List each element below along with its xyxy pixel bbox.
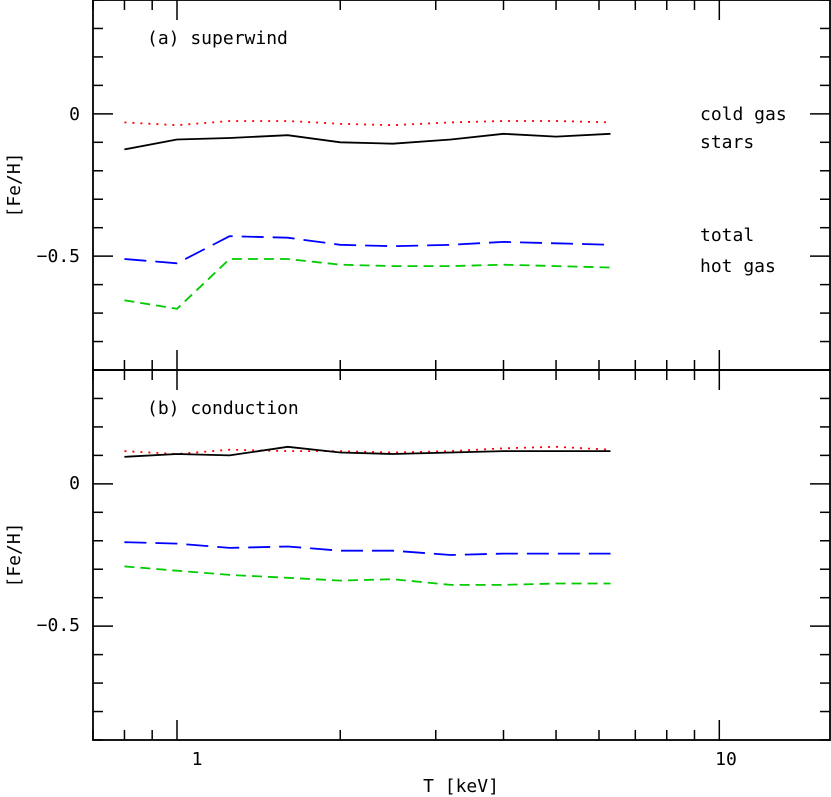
xtick-label-1: 1 [192, 749, 203, 770]
panel-b-ticks [92, 369, 830, 741]
panel-b-conduction: (b) conduction 0 −0.5 [Fe/H] [4, 369, 831, 741]
legend-total: total [700, 225, 754, 246]
panel-a-superwind: (a) superwind 0 −0.5 [Fe/H] cold gas sta… [4, 0, 831, 371]
panel-b-label: (b) conduction [147, 398, 299, 419]
panel-a-series-stars [124, 132, 611, 151]
x-axis-label: T [keV] [423, 776, 499, 797]
panel-b-ylabel: [Fe/H] [4, 522, 25, 587]
panel-b-series [124, 445, 611, 586]
panel-a-ticks [92, 0, 830, 371]
panel-a-ylabel: [Fe/H] [4, 152, 25, 217]
legend-stars: stars [700, 132, 754, 153]
panel-a-series [124, 120, 611, 310]
panel-a-series-total [124, 235, 611, 265]
panel-b-frame [92, 369, 831, 741]
xtick-label-10: 10 [715, 749, 737, 770]
panel-b-series-stars [124, 445, 611, 458]
legend-hot-gas: hot gas [700, 256, 776, 277]
panel-b-series-total [124, 541, 611, 556]
panel-a-label: (a) superwind [147, 28, 288, 49]
panel-a-series-hot-gas [124, 258, 611, 310]
panel-b-ytick-label-0: 0 [69, 473, 80, 494]
legend-cold-gas: cold gas [700, 104, 787, 125]
panel-b-series-hot-gas [124, 565, 611, 586]
panel-a-ytick-label-0: 0 [69, 104, 80, 125]
panel-b-ytick-label-neg05: −0.5 [37, 615, 80, 636]
panel-a-ytick-label-neg05: −0.5 [37, 246, 80, 267]
